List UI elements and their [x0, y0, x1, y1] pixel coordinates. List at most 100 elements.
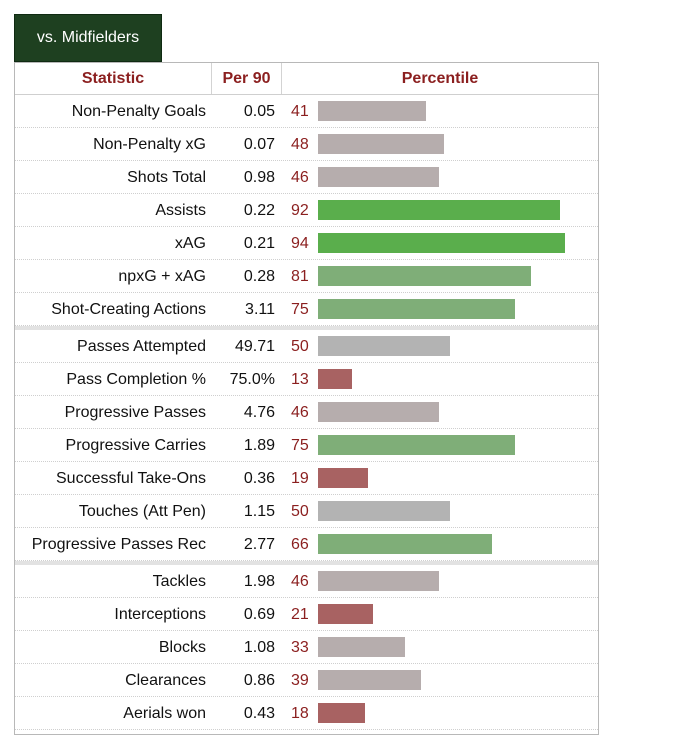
percentile-bar — [318, 167, 439, 187]
table-row: Non-Penalty xG 0.07 48 — [15, 128, 598, 161]
percentile-bar — [318, 637, 405, 657]
percentile-label: 92 — [291, 202, 309, 219]
percentile-label: 13 — [291, 371, 309, 388]
stat-name: Progressive Passes — [64, 404, 206, 421]
header-per90: Per 90 — [222, 70, 271, 87]
table-row: Tackles 1.98 46 — [15, 565, 598, 598]
per90-value: 0.21 — [243, 235, 275, 252]
stat-name: Shot-Creating Actions — [51, 301, 206, 318]
stat-name: Assists — [155, 202, 206, 219]
stat-name: Progressive Carries — [65, 437, 206, 454]
percentile-label: 33 — [291, 639, 309, 656]
table-row: Shot-Creating Actions 3.11 75 — [15, 293, 598, 326]
table-row: Interceptions 0.69 21 — [15, 598, 598, 631]
percentile-label: 18 — [291, 705, 309, 722]
table-row: npxG + xAG 0.28 81 — [15, 260, 598, 293]
stat-name: Non-Penalty Goals — [71, 103, 206, 120]
percentile-label: 75 — [291, 301, 309, 318]
table-row: Successful Take-Ons 0.36 19 — [15, 462, 598, 495]
percentile-bar — [318, 435, 515, 455]
percentile-label: 66 — [291, 536, 309, 553]
percentile-bar — [318, 402, 439, 422]
percentile-label: 19 — [291, 470, 309, 487]
per90-value: 0.69 — [243, 606, 275, 623]
table-row: Progressive Passes Rec 2.77 66 — [15, 528, 598, 561]
percentile-label: 39 — [291, 672, 309, 689]
percentile-bar — [318, 134, 444, 154]
stat-name: Pass Completion % — [66, 371, 206, 388]
stat-name: Non-Penalty xG — [93, 136, 206, 153]
table-row: Shots Total 0.98 46 — [15, 161, 598, 194]
percentile-label: 46 — [291, 404, 309, 421]
percentile-bar — [318, 501, 450, 521]
per90-value: 0.28 — [243, 268, 275, 285]
table-row: Passes Attempted 49.71 50 — [15, 330, 598, 363]
percentile-bar — [318, 703, 365, 723]
per90-value: 0.05 — [243, 103, 275, 120]
percentile-label: 50 — [291, 338, 309, 355]
percentile-bar — [318, 266, 531, 286]
percentile-bar — [318, 369, 352, 389]
per90-value: 4.76 — [243, 404, 275, 421]
percentile-bar — [318, 534, 492, 554]
header-divider — [281, 63, 282, 94]
per90-value: 1.98 — [243, 573, 275, 590]
per90-value: 0.07 — [243, 136, 275, 153]
stat-name: Shots Total — [127, 169, 206, 186]
per90-value: 0.43 — [243, 705, 275, 722]
percentile-label: 41 — [291, 103, 309, 120]
percentile-bar — [318, 299, 515, 319]
stat-name: npxG + xAG — [118, 268, 206, 285]
stat-name: Progressive Passes Rec — [31, 536, 206, 553]
table-header: Statistic Per 90 Percentile — [15, 63, 598, 95]
table-row: Clearances 0.86 39 — [15, 664, 598, 697]
percentile-bar — [318, 200, 560, 220]
percentile-label: 75 — [291, 437, 309, 454]
table-row: Progressive Carries 1.89 75 — [15, 429, 598, 462]
percentile-bar — [318, 670, 421, 690]
table-row: Assists 0.22 92 — [15, 194, 598, 227]
per90-value: 1.89 — [243, 437, 275, 454]
group-separator — [15, 561, 598, 565]
stat-name: Clearances — [125, 672, 206, 689]
stat-name: Interceptions — [114, 606, 206, 623]
percentile-label: 81 — [291, 268, 309, 285]
per90-value: 75.0% — [229, 371, 275, 388]
table-row: Aerials won 0.43 18 — [15, 697, 598, 730]
tab-vs-midfielders[interactable]: vs. Midfielders — [14, 14, 162, 62]
percentile-bar — [318, 233, 565, 253]
stat-name: Touches (Att Pen) — [78, 503, 206, 520]
stat-name: Successful Take-Ons — [56, 470, 206, 487]
percentile-bar — [318, 101, 426, 121]
table-row: Progressive Passes 4.76 46 — [15, 396, 598, 429]
percentile-bar — [318, 571, 439, 591]
percentile-bar — [318, 604, 373, 624]
per90-value: 0.98 — [243, 169, 275, 186]
percentile-label: 46 — [291, 169, 309, 186]
stat-name: Blocks — [158, 639, 206, 656]
table-row: Non-Penalty Goals 0.05 41 — [15, 95, 598, 128]
stat-name: Aerials won — [123, 705, 206, 722]
per90-value: 1.15 — [243, 503, 275, 520]
per90-value: 0.22 — [243, 202, 275, 219]
stat-name: Tackles — [152, 573, 206, 590]
percentile-label: 21 — [291, 606, 309, 623]
percentile-label: 46 — [291, 573, 309, 590]
per90-value: 49.71 — [234, 338, 275, 355]
percentile-label: 50 — [291, 503, 309, 520]
percentile-label: 94 — [291, 235, 309, 252]
per90-value: 2.77 — [243, 536, 275, 553]
group-separator — [15, 326, 598, 330]
stat-name: Passes Attempted — [77, 338, 206, 355]
table-row: Blocks 1.08 33 — [15, 631, 598, 664]
scouting-report-table: Statistic Per 90 Percentile Non-Penalty … — [14, 62, 599, 735]
percentile-bar — [318, 336, 450, 356]
header-divider — [211, 63, 212, 94]
percentile-label: 48 — [291, 136, 309, 153]
table-row: Pass Completion % 75.0% 13 — [15, 363, 598, 396]
percentile-bar — [318, 468, 368, 488]
header-statistic: Statistic — [81, 70, 145, 87]
per90-value: 1.08 — [243, 639, 275, 656]
tab-label: vs. Midfielders — [36, 29, 140, 46]
per90-value: 0.86 — [243, 672, 275, 689]
